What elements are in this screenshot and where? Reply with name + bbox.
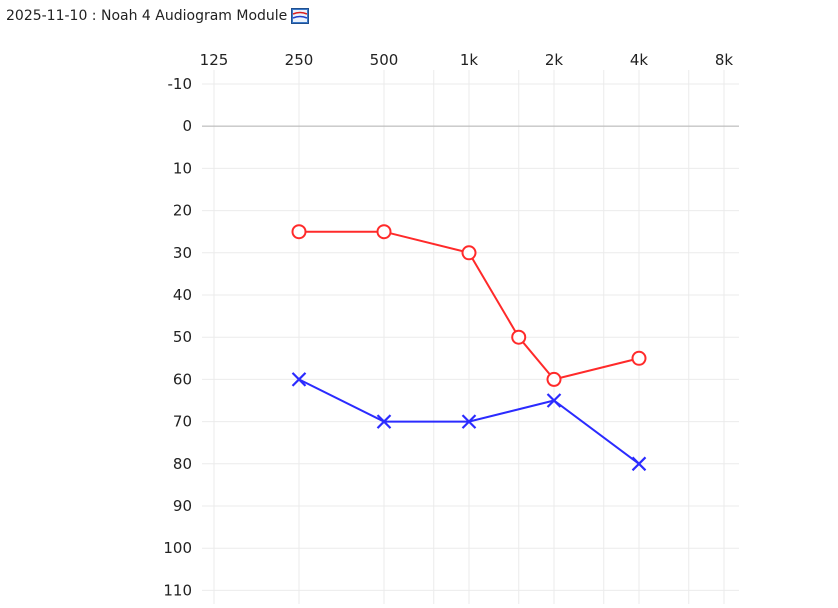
- y-tick-label: 20: [173, 202, 192, 220]
- y-tick-label: 100: [163, 539, 192, 557]
- series-line-circle: [299, 230, 640, 381]
- series-circle: [291, 224, 647, 387]
- data-point-circle: [376, 224, 392, 240]
- series: [291, 224, 647, 472]
- data-point-cross: [291, 372, 307, 387]
- axes: 125 250 500 1k 2k 4k 8k -10 0 10 20 30 40 50 60 70 80 90 1…: [163, 51, 733, 599]
- y-tick-label: 0: [182, 117, 192, 135]
- y-tick-label: 10: [173, 159, 192, 177]
- data-point-circle: [291, 224, 307, 240]
- data-point-circle: [461, 245, 477, 261]
- grid: [202, 70, 739, 604]
- data-point-circle: [546, 371, 562, 387]
- y-tick-label: 90: [173, 497, 192, 515]
- x-tick-label: 4k: [630, 51, 649, 69]
- data-point-cross: [631, 456, 647, 472]
- window-header: 2025-11-10 : Noah 4 Audiogram Module: [6, 5, 310, 27]
- noah-module-icon: [291, 8, 310, 24]
- data-point-cross: [376, 414, 392, 429]
- y-tick-label: 70: [173, 413, 192, 431]
- data-point-circle: [631, 350, 647, 366]
- x-tick-label: 500: [370, 51, 399, 69]
- y-tick-label: 50: [173, 328, 192, 346]
- header-title: 2025-11-10 : Noah 4 Audiogram Module: [6, 8, 288, 24]
- y-tick-label: 80: [173, 455, 192, 473]
- x-tick-label: 250: [285, 51, 314, 69]
- series-cross: [291, 372, 647, 472]
- y-tick-label: 60: [173, 370, 192, 388]
- x-tick-label: 8k: [715, 51, 734, 69]
- y-tick-label: -10: [168, 75, 193, 93]
- data-point-cross: [461, 414, 477, 429]
- x-tick-label: 2k: [545, 51, 564, 69]
- data-point-circle: [511, 329, 527, 345]
- y-tick-label: 30: [173, 244, 192, 262]
- x-tick-label: 1k: [460, 51, 479, 69]
- x-tick-label: 125: [200, 51, 229, 69]
- y-tick-label: 110: [163, 581, 192, 599]
- data-point-cross: [546, 393, 562, 408]
- y-tick-label: 40: [173, 286, 192, 304]
